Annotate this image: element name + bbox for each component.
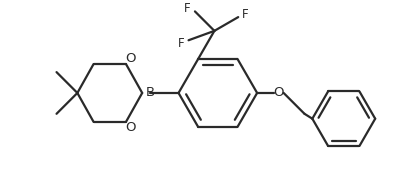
Text: F: F — [178, 37, 185, 50]
Text: O: O — [126, 52, 136, 65]
Text: F: F — [184, 2, 191, 15]
Text: F: F — [242, 8, 249, 21]
Text: B: B — [146, 86, 155, 100]
Text: O: O — [126, 121, 136, 134]
Text: O: O — [274, 86, 284, 100]
